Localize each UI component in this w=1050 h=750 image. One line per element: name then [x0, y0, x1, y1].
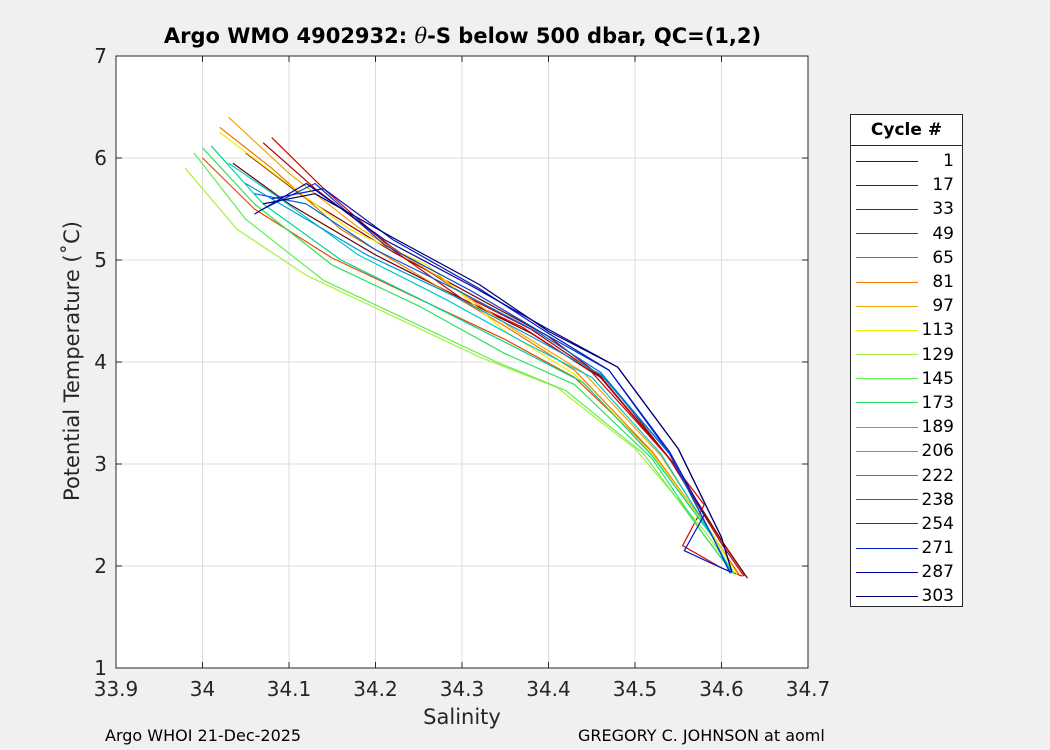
legend-label: 129	[921, 344, 954, 365]
tick-layer: 33.9 34 34.1 34.2 34.3 34.4 34.5 34.6 34.7123456…	[94, 44, 831, 701]
legend: Cycle # 1 17 33 49 65 81 97 113 129 145 173 189 206 2…	[850, 114, 963, 607]
legend-swatch	[856, 305, 918, 307]
legend-label: 97	[932, 296, 954, 317]
title-main: Argo WMO 4902932:	[163, 24, 415, 48]
legend-item-cycle-97: 97	[851, 294, 962, 318]
legend-item-cycle-173: 173	[851, 391, 962, 415]
series-line-cycle-303	[262, 193, 733, 573]
legend-list: 1 17 33 49 65 81 97 113 129 145 173 189 206 222 238 254…	[851, 146, 962, 609]
legend-label: 254	[921, 513, 954, 534]
legend-label: 1	[943, 151, 954, 172]
legend-title: Cycle #	[851, 115, 962, 146]
legend-label: 271	[921, 538, 954, 559]
x-tick-label: 34.5	[613, 677, 658, 701]
series-line-cycle-254	[262, 182, 731, 574]
series-line-cycle-271	[271, 188, 732, 573]
legend-swatch	[856, 571, 918, 573]
legend-item-cycle-81: 81	[851, 270, 962, 294]
y-tick-label: 1	[94, 656, 107, 680]
legend-label: 287	[921, 562, 954, 583]
legend-swatch	[856, 547, 918, 549]
x-tick-label: 33.9	[94, 677, 139, 701]
legend-swatch	[856, 450, 918, 452]
legend-item-cycle-145: 145	[851, 367, 962, 391]
legend-label: 173	[921, 392, 954, 413]
legend-swatch	[856, 426, 918, 428]
legend-label: 49	[932, 223, 954, 244]
y-tick-label: 6	[94, 146, 107, 170]
legend-item-cycle-65: 65	[851, 246, 962, 270]
x-tick-label: 34.7	[786, 677, 831, 701]
legend-item-cycle-287: 287	[851, 560, 962, 584]
legend-item-cycle-254: 254	[851, 512, 962, 536]
legend-item-cycle-206: 206	[851, 439, 962, 463]
x-tick-label: 34.1	[267, 677, 312, 701]
legend-item-cycle-1: 1	[851, 149, 962, 173]
series-line-cycle-189	[210, 145, 733, 574]
legend-swatch	[856, 523, 918, 525]
y-axis-label: Potential Temperature (˚C)	[60, 221, 84, 501]
legend-swatch	[856, 595, 918, 597]
series-line-cycle-129	[184, 167, 735, 574]
legend-swatch	[856, 329, 918, 331]
title-symbol: θ	[414, 24, 428, 48]
legend-swatch	[856, 257, 918, 259]
legend-item-cycle-17: 17	[851, 173, 962, 197]
legend-item-cycle-222: 222	[851, 463, 962, 487]
series-line-cycle-173	[202, 147, 734, 574]
legend-swatch	[856, 281, 918, 283]
x-tick-label: 34.2	[353, 677, 398, 701]
footer-left: Argo WHOI 21-Dec-2025	[105, 726, 302, 745]
y-tick-label: 2	[94, 554, 107, 578]
legend-swatch	[856, 160, 918, 162]
legend-label: 189	[921, 417, 954, 438]
legend-label: 33	[932, 199, 954, 220]
legend-item-cycle-238: 238	[851, 488, 962, 512]
series-layer	[184, 116, 748, 579]
legend-swatch	[856, 208, 918, 210]
x-axis-label: Salinity	[423, 705, 501, 729]
legend-item-cycle-113: 113	[851, 318, 962, 342]
legend-item-cycle-49: 49	[851, 222, 962, 246]
legend-item-cycle-33: 33	[851, 197, 962, 221]
legend-swatch	[856, 378, 918, 380]
x-tick-label: 34	[190, 677, 215, 701]
legend-label: 238	[921, 489, 954, 510]
legend-label: 303	[921, 586, 954, 607]
legend-swatch	[856, 402, 918, 404]
chart-title: Argo WMO 4902932: θ-S below 500 dbar, QC…	[0, 24, 925, 48]
legend-label: 65	[932, 247, 954, 268]
legend-label: 145	[921, 368, 954, 389]
legend-item-cycle-271: 271	[851, 536, 962, 560]
series-line-cycle-145	[193, 152, 735, 575]
legend-item-cycle-129: 129	[851, 343, 962, 367]
legend-label: 113	[921, 320, 954, 341]
x-tick-label: 34.4	[526, 677, 571, 701]
series-line-cycle-206	[228, 162, 733, 574]
legend-label: 206	[921, 441, 954, 462]
legend-label: 17	[932, 175, 954, 196]
y-tick-label: 4	[94, 350, 107, 374]
y-tick-label: 5	[94, 248, 107, 272]
legend-label: 222	[921, 465, 954, 486]
x-tick-label: 34.3	[440, 677, 485, 701]
legend-swatch	[856, 233, 918, 235]
legend-item-cycle-303: 303	[851, 584, 962, 608]
legend-swatch	[856, 499, 918, 501]
legend-label: 81	[932, 272, 954, 293]
title-rest: -S below 500 dbar, QC=(1,2)	[427, 24, 762, 48]
legend-swatch	[856, 354, 918, 356]
y-tick-label: 3	[94, 452, 107, 476]
y-tick-label: 7	[94, 44, 107, 68]
legend-item-cycle-189: 189	[851, 415, 962, 439]
legend-swatch	[856, 184, 918, 186]
x-tick-label: 34.6	[699, 677, 744, 701]
legend-swatch	[856, 475, 918, 477]
footer-right: GREGORY C. JOHNSON at aoml	[578, 726, 825, 745]
